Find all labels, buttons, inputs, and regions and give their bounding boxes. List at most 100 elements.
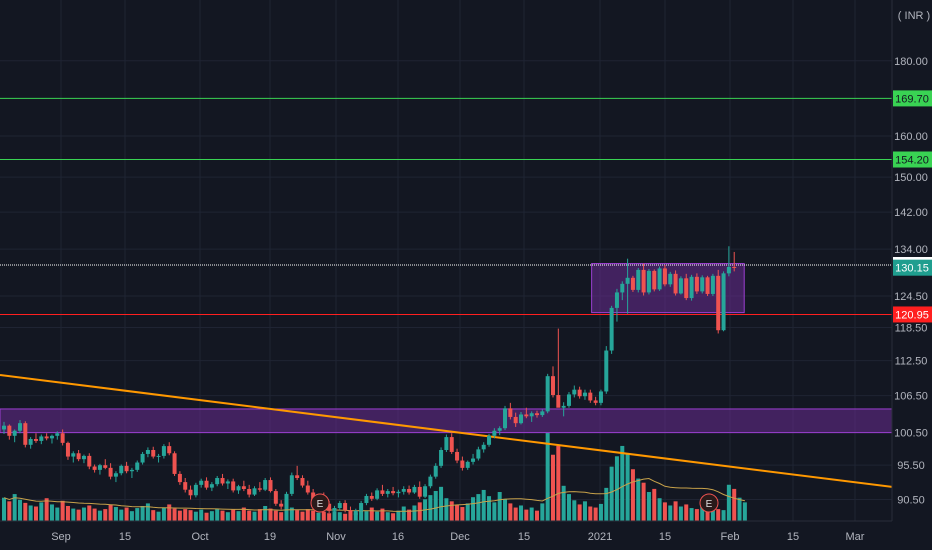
volume-bar: [529, 507, 534, 521]
price-axis[interactable]: ( INR ) 90.50 95.50 100.50 106.50 112.50 118.…: [891, 0, 932, 521]
price-tick-label: 160.00: [894, 131, 928, 143]
volume-bar: [561, 485, 566, 521]
candle: [689, 274, 694, 301]
candle-body: [689, 276, 694, 299]
candle: [455, 448, 460, 464]
volume-bar: [236, 511, 241, 521]
candle: [337, 500, 342, 511]
candle-body: [65, 442, 70, 457]
volume-bar: [55, 507, 60, 521]
volume-bar: [364, 511, 369, 521]
volume-bar: [151, 510, 156, 521]
candle: [177, 471, 182, 485]
candle-body: [23, 423, 28, 445]
candle-body: [598, 391, 603, 403]
candle: [401, 486, 406, 495]
candle-body: [439, 450, 444, 466]
price-tick-label: 106.50: [894, 391, 928, 403]
candle: [636, 267, 641, 293]
candle-body: [508, 408, 513, 417]
candle-body: [252, 488, 257, 495]
descending-trendline[interactable]: [0, 374, 893, 488]
candle-body: [124, 465, 129, 472]
candle: [87, 453, 92, 470]
candle-body: [556, 395, 561, 408]
candle-body: [497, 428, 502, 431]
volume-bar: [556, 445, 561, 521]
price-tag-169.70-bg: [893, 90, 932, 107]
price-tick-label: 112.50: [895, 356, 928, 368]
candle: [572, 385, 577, 398]
candle: [630, 275, 635, 292]
candle: [119, 464, 124, 476]
price-tag-169.70-text: 169.70: [895, 93, 929, 105]
volume-bar: [284, 504, 289, 521]
candle-body: [540, 411, 545, 416]
candle-body: [145, 450, 150, 454]
volume-bar: [156, 511, 161, 521]
volume-bar: [145, 503, 150, 521]
candle: [300, 475, 305, 488]
candle-body: [417, 486, 422, 497]
price-tag-120.95-text: 120.95: [895, 309, 929, 321]
candle-body: [503, 408, 508, 429]
volume-bar: [241, 507, 246, 521]
candle-body: [113, 473, 118, 477]
volume-bar: [476, 494, 481, 521]
candle-body: [2, 425, 6, 430]
time-axis[interactable]: Sep 15 Oct 19 Nov 16 Dec 15 2021 15 Feb 15 Mar: [0, 520, 932, 550]
candle-body: [257, 488, 262, 490]
candle: [103, 459, 108, 470]
candle: [449, 433, 454, 454]
candle: [135, 460, 140, 472]
candle: [81, 454, 86, 464]
volume-bar: [92, 508, 97, 521]
candle: [129, 467, 134, 479]
earnings-marker-circle: [310, 493, 330, 513]
candle-body: [678, 278, 683, 294]
candle-body: [401, 489, 406, 492]
candle: [710, 273, 715, 297]
consolidation-box: [591, 263, 745, 314]
volume-bar: [700, 506, 705, 521]
volume-bar: [375, 511, 380, 521]
candle: [550, 366, 555, 398]
volume-bar: [28, 505, 33, 521]
horizontal-levels[interactable]: [0, 97, 892, 315]
candle: [385, 489, 390, 498]
volume-bar: [380, 508, 385, 521]
candle-body: [71, 453, 76, 457]
candle: [76, 450, 81, 462]
volume-bar: [428, 495, 433, 521]
candle: [545, 373, 550, 414]
candle-body: [161, 446, 166, 456]
candle-body: [636, 269, 641, 290]
candle-body: [279, 503, 284, 507]
candle: [497, 426, 502, 436]
candle: [188, 485, 193, 500]
candle: [108, 463, 113, 480]
candle-body: [92, 466, 97, 470]
candle: [236, 484, 241, 494]
candle: [12, 429, 17, 443]
candle-body: [465, 461, 470, 468]
candle: [220, 473, 225, 486]
volume-bar: [268, 508, 273, 521]
candle: [412, 484, 417, 494]
volume-bar: [225, 512, 230, 521]
volume-bar: [119, 509, 124, 521]
volume-bar: [316, 512, 321, 521]
time-tick-label: Oct: [191, 531, 208, 543]
candle-body: [593, 400, 598, 403]
volume-bar: [684, 504, 689, 521]
candle-body: [481, 444, 486, 450]
earnings-marker-label: E: [706, 499, 713, 510]
candle-body: [60, 433, 65, 443]
volume-bar: [465, 503, 470, 521]
volume-bar: [76, 509, 81, 521]
candle: [492, 428, 497, 439]
candle: [471, 453, 476, 465]
volume-bar: [694, 509, 699, 521]
